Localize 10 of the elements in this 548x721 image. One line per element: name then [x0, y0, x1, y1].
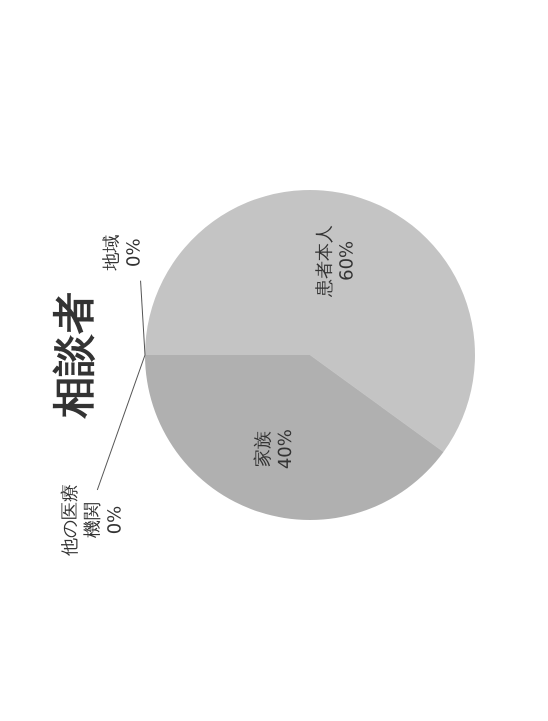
text: 0%	[123, 238, 144, 267]
data-label: 40%	[275, 429, 296, 470]
text: 相談者	[49, 292, 98, 419]
data-label: 60%	[336, 240, 358, 281]
category-label: 他の医療機関	[60, 484, 104, 556]
category-label: 地域	[100, 234, 122, 271]
pie-slice	[145, 355, 444, 520]
slice-label: 家族	[252, 431, 274, 468]
slice-label: 患者本人	[314, 224, 335, 298]
text: 0%	[104, 506, 126, 534]
